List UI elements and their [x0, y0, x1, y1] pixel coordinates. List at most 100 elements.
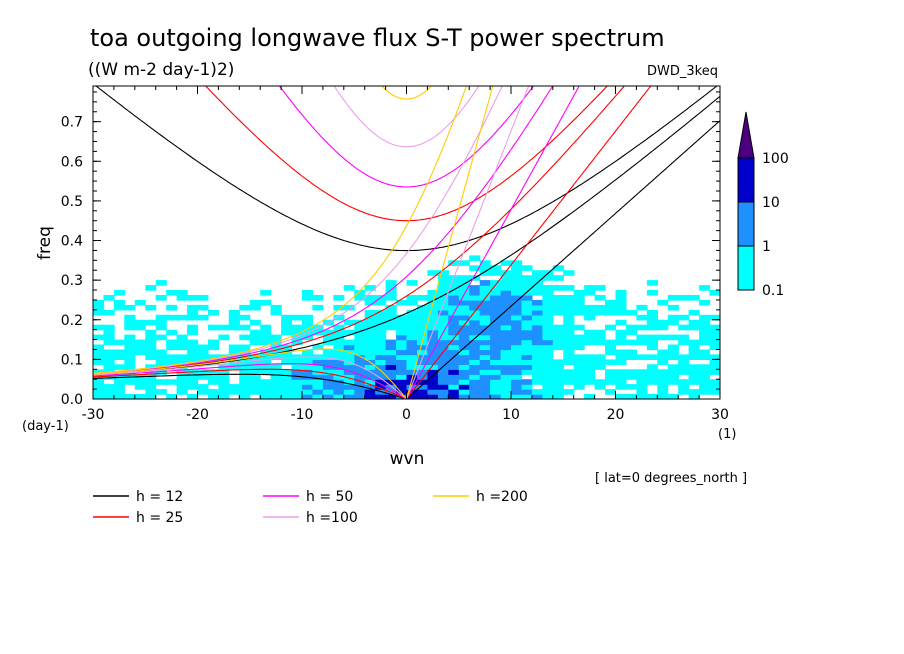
contour-cell [573, 344, 585, 351]
contour-cell [625, 384, 637, 390]
contour-cell [427, 389, 439, 395]
contour-cell [302, 364, 313, 370]
contour-cell [615, 354, 627, 360]
contour-cell [615, 329, 627, 336]
contour-cell [364, 309, 376, 316]
contour-cell [531, 314, 543, 321]
contour-cell [573, 354, 585, 360]
contour-cell [291, 394, 303, 399]
contour-cell [490, 374, 502, 380]
contour-cell [134, 319, 146, 326]
contour-cell [521, 265, 533, 271]
contour-cell [552, 295, 564, 301]
contour-cell [333, 364, 345, 370]
contour-cell [375, 379, 387, 385]
contour-cell [187, 329, 199, 336]
contour-cell [427, 339, 439, 346]
contour-cell [500, 275, 512, 281]
contour-cell [406, 329, 418, 336]
contour-cell [93, 389, 105, 395]
contour-cell [500, 260, 512, 266]
contour-cell [176, 344, 188, 351]
contour-cell [396, 314, 408, 321]
contour-cell [437, 379, 449, 385]
contour-cell [479, 280, 491, 286]
contour-cell [417, 329, 428, 336]
contour-cell [521, 319, 533, 326]
mrg-curve [93, 86, 626, 375]
contour-cell [448, 314, 460, 321]
contour-cell [636, 304, 648, 311]
contour-cell [281, 389, 293, 395]
contour-cell [270, 349, 282, 356]
contour-cell [187, 384, 199, 390]
colorbar-swatch [737, 245, 755, 291]
contour-cell [469, 354, 481, 360]
contour-cell [437, 270, 449, 276]
contour-cell [113, 394, 125, 399]
contour-cell [458, 339, 470, 346]
y-tick-label: 0.2 [61, 313, 83, 329]
y-axis-label: freq [35, 226, 55, 260]
contour-cell [636, 389, 648, 395]
contour-cell [563, 369, 575, 375]
contour-cell [490, 329, 502, 336]
contour-cell [385, 339, 397, 346]
y-tick-label: 0.7 [61, 115, 83, 131]
contour-cell [458, 319, 470, 326]
contour-cell [500, 334, 512, 341]
contour-cell [322, 379, 334, 385]
contour-cell [375, 359, 387, 365]
contour-cell [354, 364, 366, 370]
contour-cell [417, 379, 428, 385]
contour-cell [531, 394, 543, 399]
contour-cell [197, 295, 209, 301]
contour-cell [521, 349, 533, 356]
contour-cell [531, 344, 543, 351]
contour-cell [448, 369, 460, 375]
contour-cell [239, 314, 251, 321]
plot-area [93, 86, 720, 399]
contour-cell [490, 359, 502, 365]
contour-cell [375, 309, 387, 316]
contour-cell [103, 295, 115, 301]
contour-cell [573, 334, 585, 341]
contour-cell [552, 359, 564, 365]
contour-cell [552, 324, 564, 331]
contour-cell [448, 319, 460, 326]
contour-cell [458, 314, 470, 321]
contour-cell [228, 359, 240, 365]
contour-cell [333, 349, 345, 356]
contour-cell [479, 304, 491, 311]
contour-cell [396, 334, 408, 341]
contour-cell [417, 334, 428, 341]
contour-cell [458, 374, 470, 380]
contour-cell [260, 384, 272, 390]
contour-cell [521, 344, 533, 351]
contour-cell [218, 334, 230, 341]
contour-cell [166, 394, 178, 399]
contour-cell [437, 369, 449, 375]
contour-cell [207, 324, 219, 331]
contour-cell [406, 394, 418, 399]
contour-cell [364, 329, 376, 336]
contour-cell [448, 295, 460, 301]
contour-cell [678, 354, 690, 360]
contour-cell [469, 319, 481, 326]
contour-cell [500, 309, 512, 316]
contour-cell [490, 349, 502, 356]
contour-cell [396, 364, 408, 370]
contour-cell [396, 389, 408, 395]
contour-cell [281, 369, 293, 375]
contour-cell [343, 344, 355, 351]
contour-cell [511, 280, 523, 286]
contour-cell [260, 369, 272, 375]
contour-cell [364, 285, 376, 291]
contour-cell [124, 394, 136, 399]
contour-cell [584, 359, 596, 365]
chart-title: toa outgoing longwave flux S-T power spe… [90, 24, 665, 52]
contour-cell [354, 354, 366, 360]
contour-cell [605, 359, 617, 365]
contour-cell [490, 369, 502, 375]
contour-cell [228, 319, 240, 326]
